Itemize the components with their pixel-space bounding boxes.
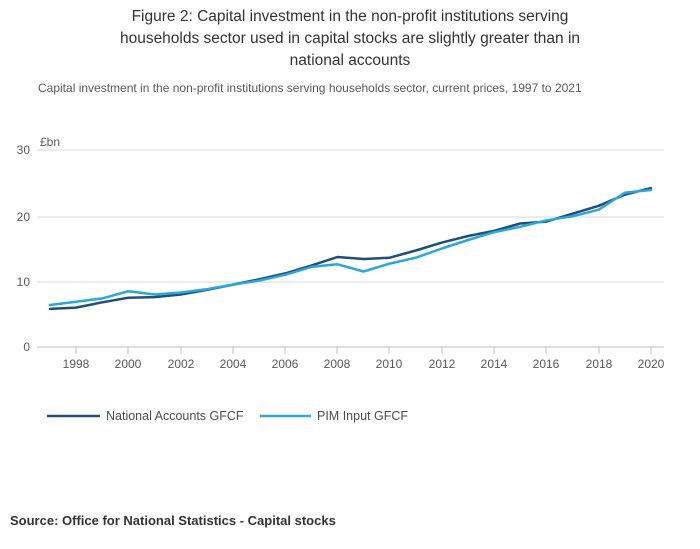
svg-text:2014: 2014 <box>481 357 508 371</box>
svg-text:2008: 2008 <box>324 357 351 371</box>
svg-text:10: 10 <box>17 275 31 289</box>
svg-text:20: 20 <box>17 210 31 224</box>
svg-text:2006: 2006 <box>272 357 299 371</box>
svg-text:2012: 2012 <box>429 357 456 371</box>
svg-text:National Accounts GFCF: National Accounts GFCF <box>106 409 244 423</box>
svg-text:2010: 2010 <box>376 357 403 371</box>
svg-text:2018: 2018 <box>586 357 613 371</box>
svg-text:1998: 1998 <box>63 357 90 371</box>
svg-text:2000: 2000 <box>115 357 142 371</box>
svg-text:2002: 2002 <box>168 357 195 371</box>
svg-text:0: 0 <box>23 340 30 354</box>
svg-text:PIM Input GFCF: PIM Input GFCF <box>317 409 408 423</box>
svg-text:2016: 2016 <box>533 357 560 371</box>
svg-text:2004: 2004 <box>220 357 247 371</box>
svg-text:2020: 2020 <box>638 357 665 371</box>
svg-text:£bn: £bn <box>40 135 60 149</box>
svg-text:30: 30 <box>17 143 31 157</box>
